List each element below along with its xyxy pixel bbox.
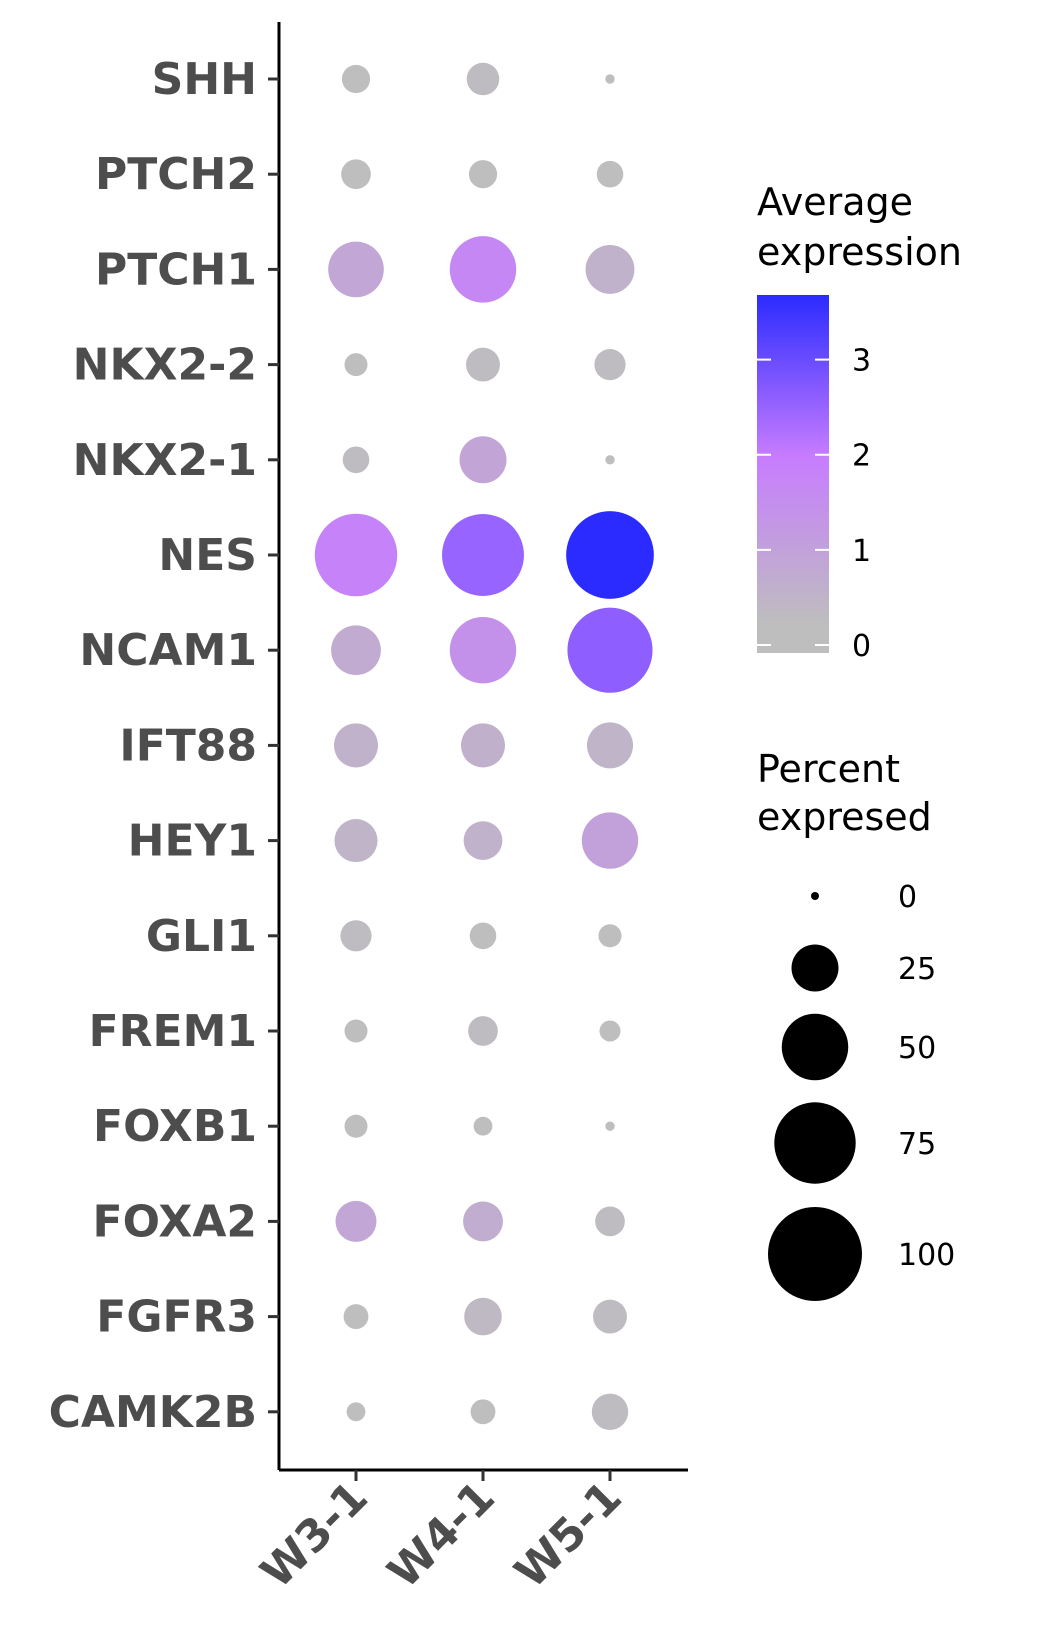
size-legend: Percent expresed 0 25 50 75 100: [757, 747, 955, 1301]
gene-label: FOXB1: [93, 1101, 257, 1152]
gene-label: NKX2-1: [73, 435, 257, 486]
color-legend-tick-label: 0: [852, 629, 871, 664]
dot-FOXA2-W3-1: [336, 1201, 377, 1242]
gene-label: FOXA2: [93, 1196, 257, 1247]
gene-labels: SHH PTCH2 PTCH1 NKX2-2 NKX2-1 NES NCAM1 IFT88 HE…: [49, 54, 257, 1438]
dot-FGFR3-W3-1: [344, 1304, 369, 1329]
dot-GLI1-W4-1: [470, 923, 497, 950]
dot-SHH-W5-1: [605, 74, 614, 83]
size-legend-label: 0: [898, 880, 917, 915]
dot-CAMK2B-W5-1: [592, 1394, 628, 1430]
dot-PTCH2-W4-1: [469, 160, 497, 188]
size-legend-title-line1: Percent: [757, 747, 900, 791]
dot-NKX2-1-W3-1: [343, 447, 370, 474]
group-labels: W3-1 W4-1 W5-1: [251, 1472, 632, 1599]
color-legend-tick-label: 2: [852, 439, 871, 474]
dot-FREM1-W3-1: [344, 1019, 367, 1042]
dot-NES-W5-1: [566, 511, 654, 599]
size-legend-dot: [792, 945, 839, 992]
dot-CAMK2B-W3-1: [347, 1402, 366, 1421]
dot-IFT88-W4-1: [461, 723, 505, 767]
dot-FGFR3-W5-1: [593, 1300, 627, 1334]
group-label: W3-1: [251, 1472, 378, 1599]
size-legend-label: 50: [898, 1031, 936, 1066]
gene-label: SHH: [152, 54, 257, 105]
dot-NKX2-2-W3-1: [344, 353, 367, 376]
dot-FOXB1-W3-1: [344, 1115, 367, 1138]
dot-HEY1-W5-1: [582, 812, 638, 868]
gene-label: GLI1: [146, 911, 257, 962]
size-legend-label: 100: [898, 1238, 955, 1273]
color-legend-title-line2: expression: [757, 230, 962, 274]
dot-PTCH2-W5-1: [597, 161, 624, 188]
gene-label: NKX2-2: [73, 340, 257, 391]
size-legend-title-line2: expresed: [757, 795, 932, 839]
dot-HEY1-W3-1: [334, 819, 377, 862]
dot-NKX2-1-W5-1: [605, 455, 614, 464]
group-label: W4-1: [378, 1472, 505, 1599]
dot-PTCH1-W5-1: [586, 245, 635, 294]
color-legend: Average expression 0 1 2 3: [757, 180, 962, 664]
size-legend-keys: 0 25 50 75 100: [768, 880, 955, 1301]
dot-NCAM1-W4-1: [450, 617, 516, 683]
gene-label: FGFR3: [96, 1292, 257, 1343]
size-legend-dot: [768, 1207, 862, 1301]
dot-NCAM1-W5-1: [567, 608, 652, 693]
color-legend-tick-label: 3: [852, 344, 871, 379]
gene-label: CAMK2B: [49, 1387, 257, 1438]
dot-FOXB1-W5-1: [605, 1122, 614, 1131]
dot-HEY1-W4-1: [464, 821, 503, 860]
dot-NKX2-2-W5-1: [594, 349, 625, 380]
dot-NES-W3-1: [315, 514, 397, 596]
gene-label: NCAM1: [79, 625, 257, 676]
size-legend-label: 75: [898, 1127, 936, 1162]
size-legend-dot: [774, 1102, 855, 1183]
dot-FOXA2-W5-1: [595, 1207, 625, 1237]
dot-IFT88-W5-1: [587, 722, 633, 768]
dot-FOXB1-W4-1: [474, 1117, 493, 1136]
dot-FGFR3-W4-1: [464, 1298, 502, 1336]
gene-label: NES: [158, 530, 257, 581]
dot-NCAM1-W3-1: [331, 625, 381, 675]
dot-NKX2-1-W4-1: [460, 436, 507, 483]
size-legend-label: 25: [898, 952, 936, 987]
color-legend-bar: [757, 295, 829, 653]
gene-label: IFT88: [119, 720, 257, 771]
gene-label: PTCH2: [95, 149, 257, 200]
dot-PTCH1-W4-1: [450, 236, 516, 302]
color-legend-tick-label: 1: [852, 534, 871, 569]
dot-FOXA2-W4-1: [463, 1201, 503, 1241]
dot-FREM1-W4-1: [468, 1016, 498, 1046]
dots-layer: [315, 63, 654, 1430]
group-label: W5-1: [505, 1472, 632, 1599]
size-legend-dot: [811, 892, 819, 900]
dot-NKX2-2-W4-1: [466, 348, 500, 382]
dot-GLI1-W5-1: [598, 924, 621, 947]
dot-FREM1-W5-1: [599, 1020, 620, 1041]
dot-SHH-W4-1: [467, 63, 500, 96]
dot-SHH-W3-1: [342, 65, 370, 93]
dot-GLI1-W3-1: [340, 920, 371, 951]
dot-IFT88-W3-1: [334, 723, 378, 767]
gene-label: HEY1: [128, 816, 257, 867]
gene-label: FREM1: [89, 1006, 257, 1057]
dot-NES-W4-1: [442, 514, 524, 596]
dot-PTCH2-W3-1: [341, 159, 371, 189]
dot-PTCH1-W3-1: [328, 242, 384, 298]
color-legend-title-line1: Average: [757, 180, 913, 224]
dot-CAMK2B-W4-1: [471, 1399, 496, 1424]
gene-label: PTCH1: [95, 244, 257, 295]
size-legend-dot: [782, 1014, 848, 1080]
